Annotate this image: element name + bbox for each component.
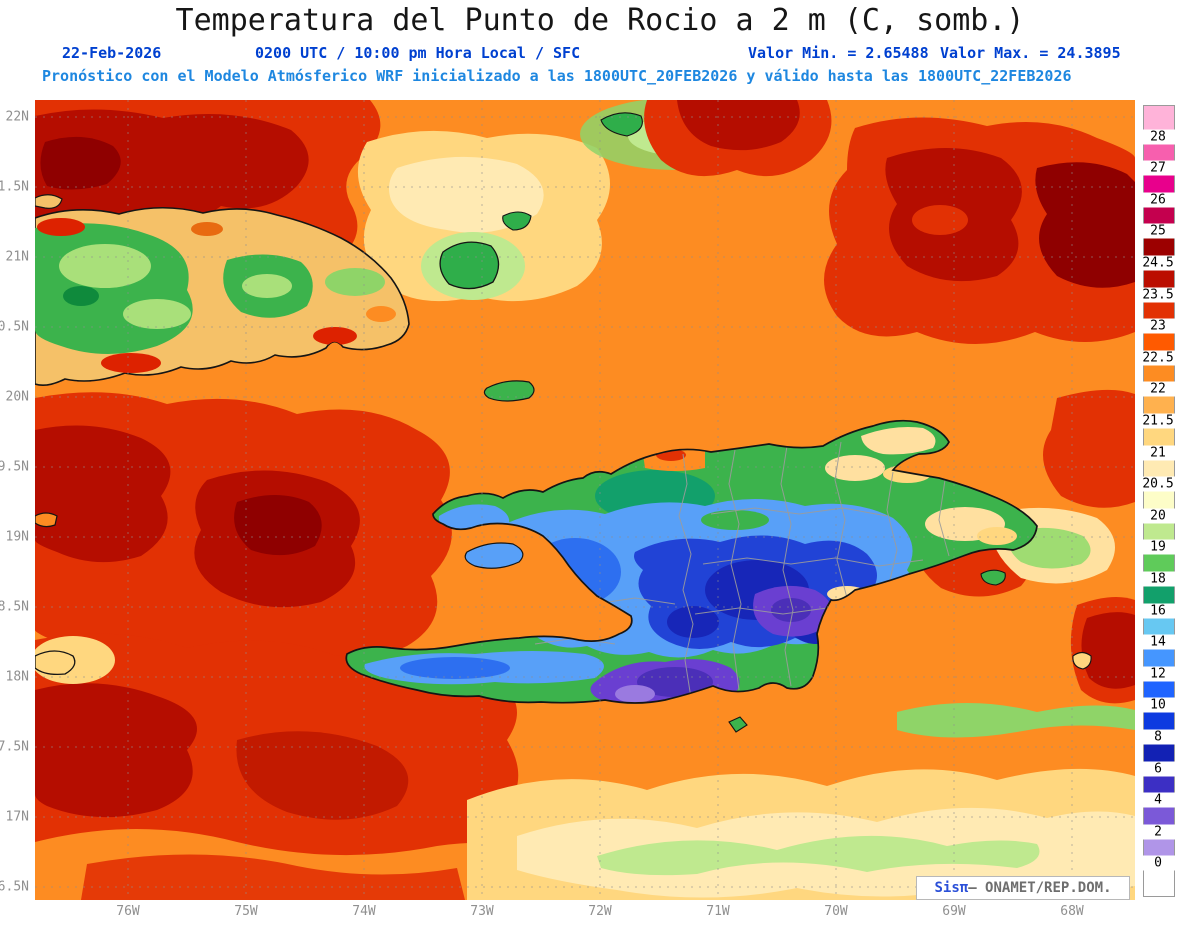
colorbar-segment [1144,516,1174,549]
lon-label: 71W [706,904,730,919]
lon-label: 76W [116,904,140,919]
attribution-box: Sisπ – ONAMET/REP.DOM. [916,876,1130,900]
lon-label: 68W [1060,904,1084,919]
model-info-line: Pronóstico con el Modelo Atmósferico WRF… [42,67,1072,85]
org-label: – ONAMET/REP.DOM. [968,880,1112,896]
colorbar-segment [1144,706,1174,738]
colorbar-segment [1144,453,1174,486]
colorbar-segment [1144,137,1174,170]
small-islands [35,194,1006,733]
cuba-landmass [35,206,410,387]
forecast-date: 22-Feb-2026 [62,44,162,62]
lat-axis: 22N 21.5N 21N 20.5N 20N 19.5N 19N 18.5N 18N 17.5N… [0,0,31,927]
colorbar-segment [1144,832,1174,865]
colorbar-segment [1144,327,1174,359]
lat-label: 21N [5,249,29,265]
colorbar-segment [1144,611,1174,644]
lat-label: 17.5N [0,739,29,755]
colorbar-segment [1144,421,1174,454]
lat-label: 16.5N [0,879,29,895]
lat-label: 19.5N [0,459,29,475]
colorbar-segment [1144,864,1174,896]
colorbar-segment [1144,358,1174,391]
colorbar-segment [1144,737,1174,770]
colorbar-segments [1143,105,1175,897]
lat-label: 20.5N [0,319,29,335]
colorbar-segment [1144,485,1174,517]
lon-label: 72W [588,904,612,919]
lat-label: 21.5N [0,179,29,195]
lon-label: 74W [352,904,376,919]
forecast-valid-time: 0200 UTC / 10:00 pm Hora Local / SFC [255,44,581,62]
colorbar-segment [1144,548,1174,580]
colorbar-segment [1144,200,1174,233]
colorbar-segment [1144,169,1174,201]
brand-label: Sisπ [934,880,969,896]
grid-lines [35,100,1135,900]
colorbar-segment [1144,643,1174,675]
forecast-map [35,100,1135,900]
page-title: Temperatura del Punto de Rocio a 2 m (C,… [175,3,1025,38]
colorbar-segment [1144,579,1174,612]
lat-label: 17N [5,809,29,825]
colorbar-segment [1144,263,1174,296]
lon-label: 70W [824,904,848,919]
max-value-label: Valor Max. = 24.3895 [940,44,1121,62]
sea-field [35,100,1135,900]
colorbar-segment [1144,106,1174,138]
min-value-label: Valor Min. = 2.65488 [748,44,929,62]
lon-label: 69W [942,904,966,919]
lat-label: 19N [5,529,29,545]
lon-label: 75W [234,904,258,919]
lat-label: 18.5N [0,599,29,615]
lat-label: 20N [5,389,29,405]
lon-label: 73W [470,904,494,919]
colorbar-segment [1144,295,1174,328]
lon-axis: 76W 75W 74W 73W 72W 71W 70W 69W 68W [0,904,1200,924]
colorbar-segment [1144,232,1174,264]
colorbar-segment [1144,769,1174,802]
colorbar-segment [1144,390,1174,422]
lat-label: 18N [5,669,29,685]
lat-label: 22N [5,109,29,125]
colorbar-segment [1144,801,1174,833]
colorbar-segment [1144,674,1174,707]
